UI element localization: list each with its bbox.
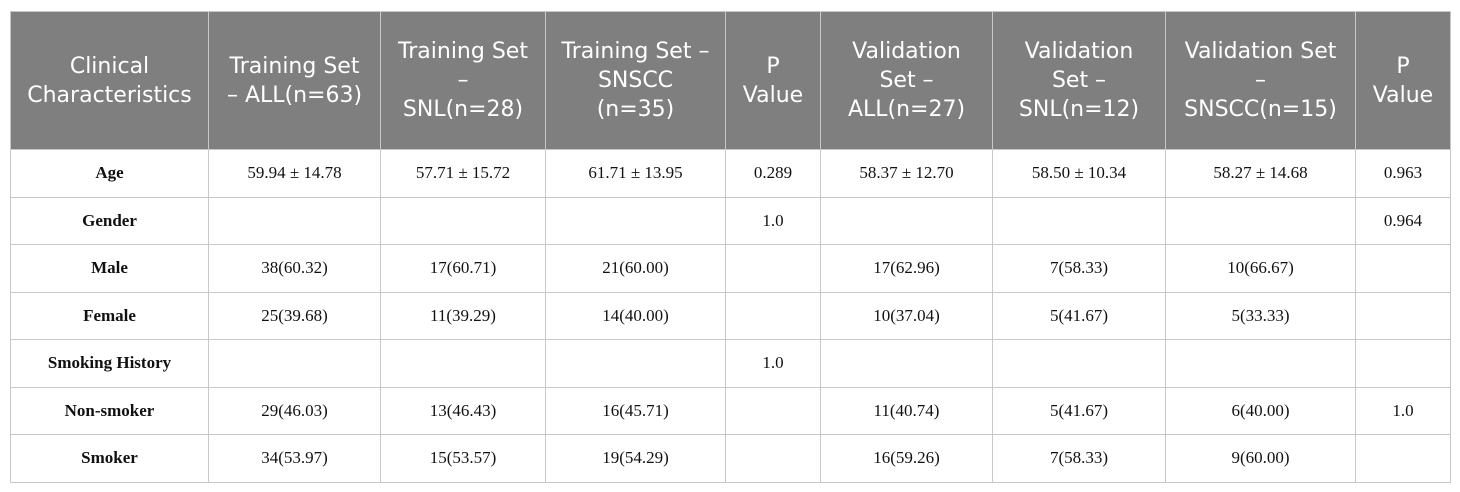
table-row: Non-smoker 29(46.03) 13(46.43) 16(45.71) 11(… — [10, 386, 1451, 435]
header-row: Clinical Characteristics Training Set – A… — [10, 11, 1451, 150]
table-cell: 21(60.00) — [545, 244, 726, 293]
table-cell — [725, 434, 821, 483]
table-cell — [1165, 196, 1356, 245]
row-label: Female — [10, 291, 209, 340]
table-cell: 11(39.29) — [380, 291, 546, 340]
table-cell: 6(40.00) — [1165, 386, 1356, 435]
table-cell: 58.50 ± 10.34 — [992, 149, 1166, 198]
table-cell: 38(60.32) — [208, 244, 381, 293]
table-cell — [725, 244, 821, 293]
table-row: Smoking History 1.0 — [10, 339, 1451, 388]
table-cell: 25(39.68) — [208, 291, 381, 340]
table-cell: 1.0 — [725, 196, 821, 245]
table-cell: 0.289 — [725, 149, 821, 198]
table-row: Gender 1.0 0.964 — [10, 196, 1451, 245]
table-cell — [545, 339, 726, 388]
header-cell: Validation Set – SNL(n=12) — [992, 11, 1166, 150]
row-label: Non-smoker — [10, 386, 209, 435]
table-cell — [380, 196, 546, 245]
header-cell: P Value — [725, 11, 821, 150]
table-cell: 7(58.33) — [992, 244, 1166, 293]
table-body: Age 59.94 ± 14.78 57.71 ± 15.72 61.71 ± 13.… — [10, 149, 1451, 483]
table-container: Clinical Characteristics Training Set – A… — [10, 11, 1451, 483]
table-cell: 10(37.04) — [820, 291, 993, 340]
table-cell: 11(40.74) — [820, 386, 993, 435]
table-row: Female 25(39.68) 11(39.29) 14(40.00) 10(37.0… — [10, 291, 1451, 340]
table-row: Age 59.94 ± 14.78 57.71 ± 15.72 61.71 ± 13.… — [10, 149, 1451, 198]
table-cell — [992, 196, 1166, 245]
header-cell: Validation Set – SNSCC(n=15) — [1165, 11, 1356, 150]
table-cell — [820, 339, 993, 388]
row-label: Age — [10, 149, 209, 198]
header-cell: Training Set – SNSCC (n=35) — [545, 11, 726, 150]
table-cell: 58.27 ± 14.68 — [1165, 149, 1356, 198]
table-cell: 13(46.43) — [380, 386, 546, 435]
table-cell: 58.37 ± 12.70 — [820, 149, 993, 198]
table-row: Male 38(60.32) 17(60.71) 21(60.00) 17(62.96)… — [10, 244, 1451, 293]
table-cell: 10(66.67) — [1165, 244, 1356, 293]
table-cell: 16(45.71) — [545, 386, 726, 435]
table-cell: 5(41.67) — [992, 386, 1166, 435]
data-table: Clinical Characteristics Training Set – A… — [10, 11, 1451, 483]
table-cell — [380, 339, 546, 388]
table-cell — [1355, 244, 1451, 293]
table-cell — [992, 339, 1166, 388]
header-cell: Training Set – ALL(n=63) — [208, 11, 381, 150]
table-cell — [1355, 291, 1451, 340]
table-cell: 5(33.33) — [1165, 291, 1356, 340]
table-cell — [208, 339, 381, 388]
table-cell: 9(60.00) — [1165, 434, 1356, 483]
table-cell: 7(58.33) — [992, 434, 1166, 483]
header-cell: Validation Set – ALL(n=27) — [820, 11, 993, 150]
header-cell: Training Set – SNL(n=28) — [380, 11, 546, 150]
table-cell — [725, 291, 821, 340]
table-cell: 61.71 ± 13.95 — [545, 149, 726, 198]
table-cell: 1.0 — [1355, 386, 1451, 435]
header-cell: Clinical Characteristics — [10, 11, 209, 150]
table-cell — [208, 196, 381, 245]
table-cell — [545, 196, 726, 245]
row-label: Smoker — [10, 434, 209, 483]
table-cell — [725, 386, 821, 435]
table-cell: 34(53.97) — [208, 434, 381, 483]
row-label: Gender — [10, 196, 209, 245]
table-cell: 0.963 — [1355, 149, 1451, 198]
table-cell — [1165, 339, 1356, 388]
row-label: Smoking History — [10, 339, 209, 388]
table-cell — [1355, 434, 1451, 483]
header-cell: P Value — [1355, 11, 1451, 150]
table-cell: 14(40.00) — [545, 291, 726, 340]
table-cell — [820, 196, 993, 245]
row-label: Male — [10, 244, 209, 293]
table-cell: 57.71 ± 15.72 — [380, 149, 546, 198]
table-cell: 0.964 — [1355, 196, 1451, 245]
table-cell: 17(60.71) — [380, 244, 546, 293]
table-row: Smoker 34(53.97) 15(53.57) 19(54.29) 16(59.2… — [10, 434, 1451, 483]
table-cell: 17(62.96) — [820, 244, 993, 293]
table-cell: 15(53.57) — [380, 434, 546, 483]
table-cell: 1.0 — [725, 339, 821, 388]
table-cell: 5(41.67) — [992, 291, 1166, 340]
table-cell: 19(54.29) — [545, 434, 726, 483]
table-cell — [1355, 339, 1451, 388]
table-cell: 59.94 ± 14.78 — [208, 149, 381, 198]
table-cell: 29(46.03) — [208, 386, 381, 435]
table-cell: 16(59.26) — [820, 434, 993, 483]
